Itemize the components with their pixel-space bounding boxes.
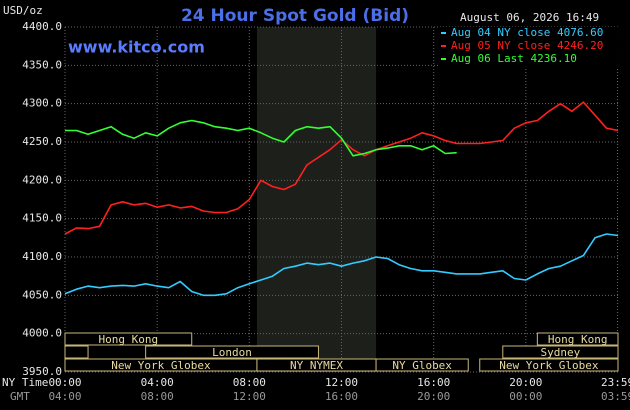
y-tick-label: 4400.0 <box>22 20 62 33</box>
y-tick-label: 4250.0 <box>22 135 62 148</box>
x2-tick-label: 12:00 <box>233 390 266 403</box>
x-tick-label: 08:00 <box>233 376 266 389</box>
session-label: Sydney <box>541 346 581 359</box>
x2-tick-label: 04:00 <box>48 390 81 403</box>
legend-entry: Aug 05 NY close 4246.20 <box>451 39 603 52</box>
session-label: Hong Kong <box>548 333 608 346</box>
session-box <box>145 345 319 359</box>
x-tick-label: 16:00 <box>417 376 450 389</box>
price-line <box>64 233 619 297</box>
session-label: New York Globex <box>111 359 211 372</box>
y-tick-label: 4000.0 <box>22 327 62 340</box>
site-url: www.kitco.com <box>68 38 205 57</box>
session-label: New York Globex <box>499 359 599 372</box>
timestamp: August 06, 2026 16:49 <box>460 11 599 24</box>
x2-tick-label: 16:00 <box>325 390 358 403</box>
y-tick-label: 4100.0 <box>22 250 62 263</box>
y-tick-label: 4050.0 <box>22 288 62 301</box>
session-box <box>479 358 619 372</box>
x2-tick-label: 00:00 <box>509 390 542 403</box>
legend-entry: Aug 06 Last 4236.10 <box>451 52 577 65</box>
x-tick-label: 00:00 <box>48 376 81 389</box>
price-line <box>65 119 457 157</box>
x2-tick-label: 03:59 <box>601 390 630 403</box>
session-box <box>64 332 193 346</box>
shaded-region <box>256 27 377 372</box>
x-axis-label: NY Time <box>2 376 48 389</box>
x2-tick-label: 20:00 <box>417 390 450 403</box>
session-box <box>375 358 469 372</box>
y-tick-label: 4150.0 <box>22 212 62 225</box>
y-tick-label: 3950.0 <box>22 365 62 378</box>
session-label: London <box>212 346 252 359</box>
x-tick-label: 20:00 <box>509 376 542 389</box>
session-label: NY NYMEX <box>290 359 343 372</box>
unit-label: USD/oz <box>3 4 43 17</box>
x-tick-label: 12:00 <box>325 376 358 389</box>
x2-axis-label: GMT <box>10 390 30 403</box>
x-tick-label: 23:59 <box>601 376 630 389</box>
session-label: NY Globex <box>392 359 452 372</box>
chart-title: 24 Hour Spot Gold (Bid) <box>181 6 409 26</box>
session-box <box>536 332 619 346</box>
y-tick-label: 4200.0 <box>22 173 62 186</box>
x2-tick-label: 08:00 <box>141 390 174 403</box>
legend-entry: Aug 04 NY close 4076.60 <box>451 26 603 39</box>
session-label: Hong Kong <box>99 333 159 346</box>
session-box <box>502 345 619 359</box>
legend-box <box>438 27 618 67</box>
y-tick-label: 4350.0 <box>22 58 62 71</box>
price-line <box>64 101 619 235</box>
y-tick-label: 4300.0 <box>22 97 62 110</box>
x-tick-label: 04:00 <box>141 376 174 389</box>
session-box <box>64 345 89 359</box>
